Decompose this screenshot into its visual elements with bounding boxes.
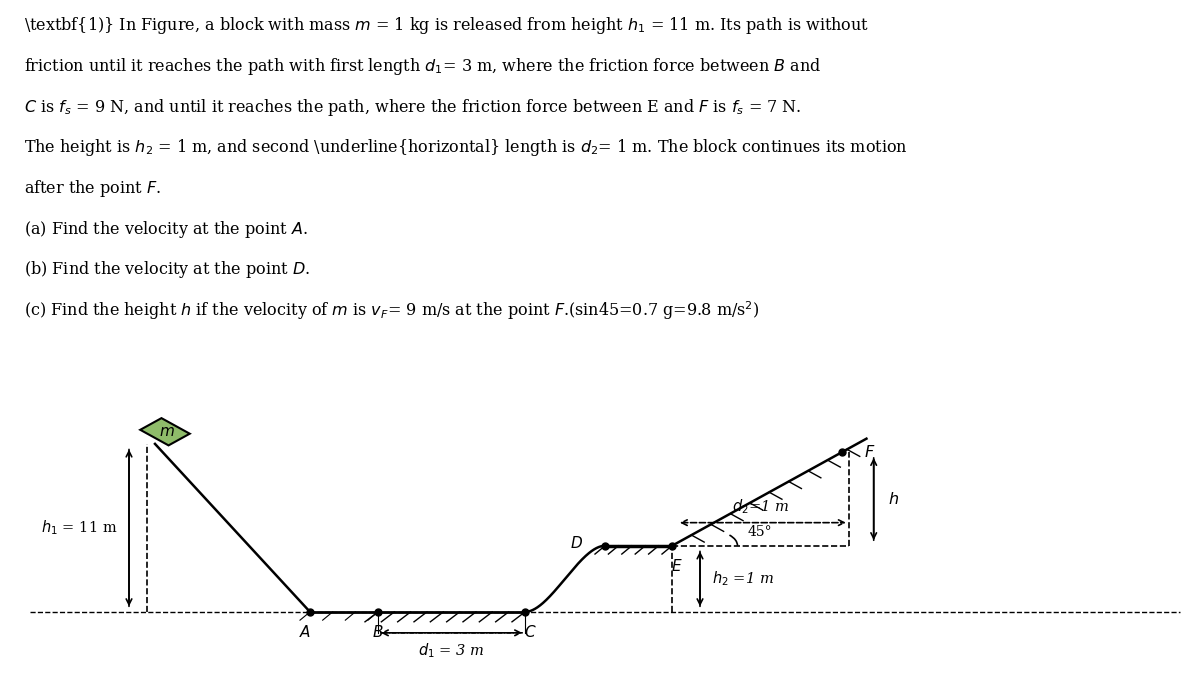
Text: $E$: $E$ <box>671 558 683 574</box>
Text: $h_2$ =1 m: $h_2$ =1 m <box>712 570 774 589</box>
Text: $h_1$ = 11 m: $h_1$ = 11 m <box>41 519 118 537</box>
Text: after the point $F$.: after the point $F$. <box>24 178 161 199</box>
Text: 45°: 45° <box>748 525 773 539</box>
Text: $C$ is $f_s$ = 9 N, and until it reaches the path, where the friction force betw: $C$ is $f_s$ = 9 N, and until it reaches… <box>24 97 802 117</box>
Text: $F$: $F$ <box>864 444 875 461</box>
Text: $d_1$ = 3 m: $d_1$ = 3 m <box>418 641 485 660</box>
Text: $D$: $D$ <box>570 535 583 551</box>
Text: $C$: $C$ <box>523 624 536 640</box>
Text: $A$: $A$ <box>299 624 311 640</box>
Text: friction until it reaches the path with first length $d_1$= 3 m, where the frict: friction until it reaches the path with … <box>24 56 821 77</box>
Text: (b) Find the velocity at the point $D$.: (b) Find the velocity at the point $D$. <box>24 260 310 280</box>
Text: $B$: $B$ <box>372 624 384 640</box>
Text: $d_2$=1 m: $d_2$=1 m <box>732 498 790 516</box>
Text: (c) Find the height $h$ if the velocity of $m$ is $v_F$= 9 m/s at the point $F$.: (c) Find the height $h$ if the velocity … <box>24 299 760 322</box>
Text: $h$: $h$ <box>888 491 899 508</box>
Text: \textbf{1)} In Figure, a block with mass $m$ = 1 kg is released from height $h_1: \textbf{1)} In Figure, a block with mass… <box>24 16 869 36</box>
Text: (a) Find the velocity at the point $A$.: (a) Find the velocity at the point $A$. <box>24 219 307 239</box>
Polygon shape <box>140 418 190 445</box>
Text: $m$: $m$ <box>160 424 175 439</box>
Text: The height is $h_2$ = 1 m, and second \underline{horizontal} length is $d_2$= 1 : The height is $h_2$ = 1 m, and second \u… <box>24 138 907 158</box>
